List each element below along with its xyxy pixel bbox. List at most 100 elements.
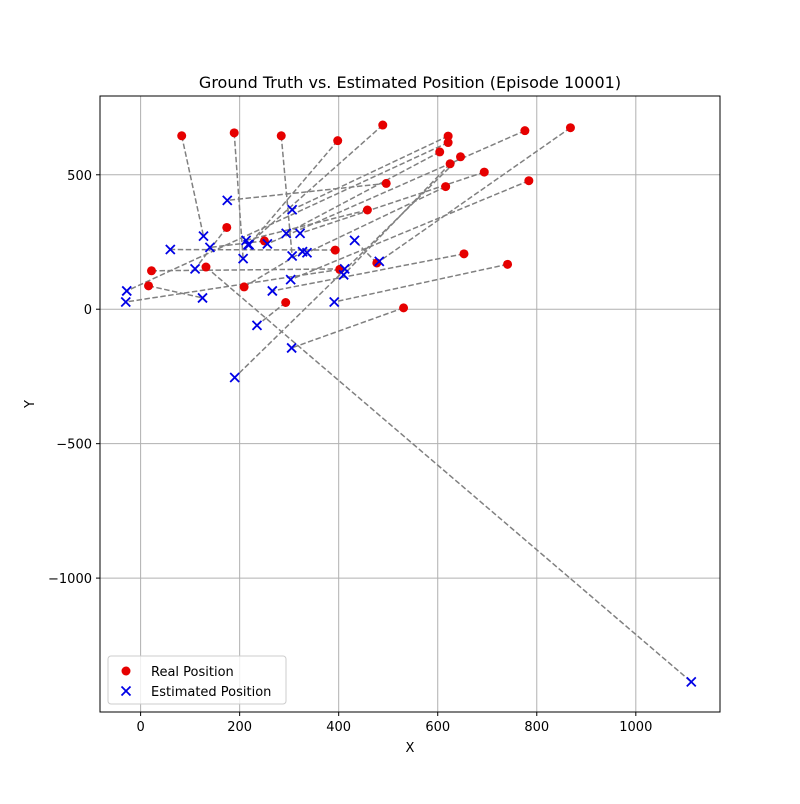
estimated-position-point [229, 372, 240, 383]
x-marker-stroke [301, 247, 313, 258]
x-marker-stroke [285, 274, 296, 285]
real-position-point [229, 128, 239, 138]
grid [100, 96, 720, 712]
x-marker-stroke [120, 296, 131, 308]
estimated-position-point [287, 204, 298, 215]
x-marker-stroke [120, 685, 132, 697]
estimated-position-series [120, 195, 697, 688]
error-connector-line [291, 307, 404, 349]
x-tick-label: 600 [425, 720, 450, 735]
legend-real-marker [121, 666, 131, 676]
legend-real-label: Real Position [151, 665, 234, 680]
error-connector-line [180, 135, 205, 237]
estimated-position-point [262, 238, 273, 250]
x-marker-stroke [237, 253, 249, 264]
x-marker-stroke [349, 235, 360, 246]
x-tick-label: 400 [326, 720, 351, 735]
x-marker-stroke [286, 342, 297, 354]
error-connector-line [299, 171, 485, 235]
real-position-point [456, 152, 466, 162]
real-position-point [443, 131, 453, 141]
real-position-point [333, 136, 343, 146]
error-connector-line [280, 135, 293, 257]
plot-frame [99, 95, 721, 713]
real-position-point [177, 131, 187, 141]
estimated-position-point [349, 235, 360, 246]
real-position-point [239, 282, 249, 292]
real-position-point [330, 245, 340, 255]
estimated-position-point [286, 342, 297, 354]
error-connector-line [227, 182, 387, 202]
chart-title: Ground Truth vs. Estimated Position (Epi… [199, 73, 621, 92]
estimated-position-point [204, 242, 216, 253]
legend-estimated-label: Estimated Position [151, 685, 271, 700]
error-connector-line [247, 124, 384, 246]
x-marker-stroke [229, 372, 240, 383]
x-marker-stroke [297, 246, 308, 257]
error-connector-line [306, 185, 446, 254]
x-marker-stroke [287, 204, 298, 215]
real-position-point [144, 281, 154, 291]
real-position-point [281, 297, 291, 307]
x-marker-stroke [339, 263, 350, 275]
real-position-point [479, 167, 489, 177]
estimated-position-point [222, 195, 233, 206]
real-position-point [459, 249, 469, 259]
error-connector-line [245, 209, 368, 242]
real-position-point [443, 138, 453, 148]
x-tick-label: 800 [524, 720, 549, 735]
x-tick-label: 200 [227, 720, 252, 735]
x-marker-stroke [329, 296, 340, 308]
x-marker-stroke [165, 244, 176, 255]
x-marker-stroke [222, 195, 233, 206]
estimated-position-point [297, 246, 308, 257]
error-connector-line [290, 180, 530, 281]
error-connector-line [170, 248, 336, 251]
y-tick-label: −1000 [48, 572, 92, 587]
y-tick-label: 0 [84, 303, 92, 318]
estimated-position-point [251, 320, 263, 331]
x-marker-stroke [294, 228, 306, 239]
x-marker-stroke [198, 230, 209, 242]
y-axis-label: Y [23, 400, 38, 409]
x-marker-stroke [242, 239, 254, 250]
estimated-position-point [189, 263, 201, 275]
real-position-point [147, 266, 157, 276]
x-marker-stroke [287, 250, 298, 262]
real-position-point [276, 131, 286, 141]
x-marker-stroke [267, 285, 278, 297]
x-marker-stroke [240, 235, 252, 246]
estimated-position-point [281, 228, 292, 239]
x-marker-stroke [281, 228, 292, 239]
real-position-point [362, 205, 372, 215]
real-position-point [399, 303, 409, 313]
real-position-point [222, 222, 232, 232]
error-connector-line [378, 127, 571, 262]
x-tick-label: 1000 [619, 720, 652, 735]
legend: Real Position Estimated Position [107, 655, 287, 705]
x-marker-stroke [189, 263, 201, 275]
error-connector-line [126, 141, 449, 292]
estimated-position-point [686, 676, 697, 688]
error-connector-line [148, 285, 203, 299]
estimated-position-point [120, 296, 131, 308]
legend-box [107, 655, 287, 705]
estimated-position-point [198, 230, 209, 242]
real-position-point [565, 123, 575, 133]
error-connector-line [125, 268, 340, 303]
error-connector-line [256, 301, 287, 326]
x-marker-stroke [686, 676, 697, 688]
real-position-point [520, 126, 530, 136]
estimated-position-point [237, 253, 249, 264]
axis-ticks: 0 200 400 600 800 1000 −1000 −500 0 500 [48, 169, 652, 735]
estimated-position-point [285, 274, 296, 285]
error-connector-line [291, 135, 449, 211]
y-tick-label: −500 [56, 438, 92, 453]
real-position-point [378, 120, 388, 130]
error-connector-line [151, 268, 345, 272]
x-marker-stroke [204, 242, 216, 253]
x-tick-label: 0 [136, 720, 144, 735]
real-position-point [381, 178, 391, 188]
